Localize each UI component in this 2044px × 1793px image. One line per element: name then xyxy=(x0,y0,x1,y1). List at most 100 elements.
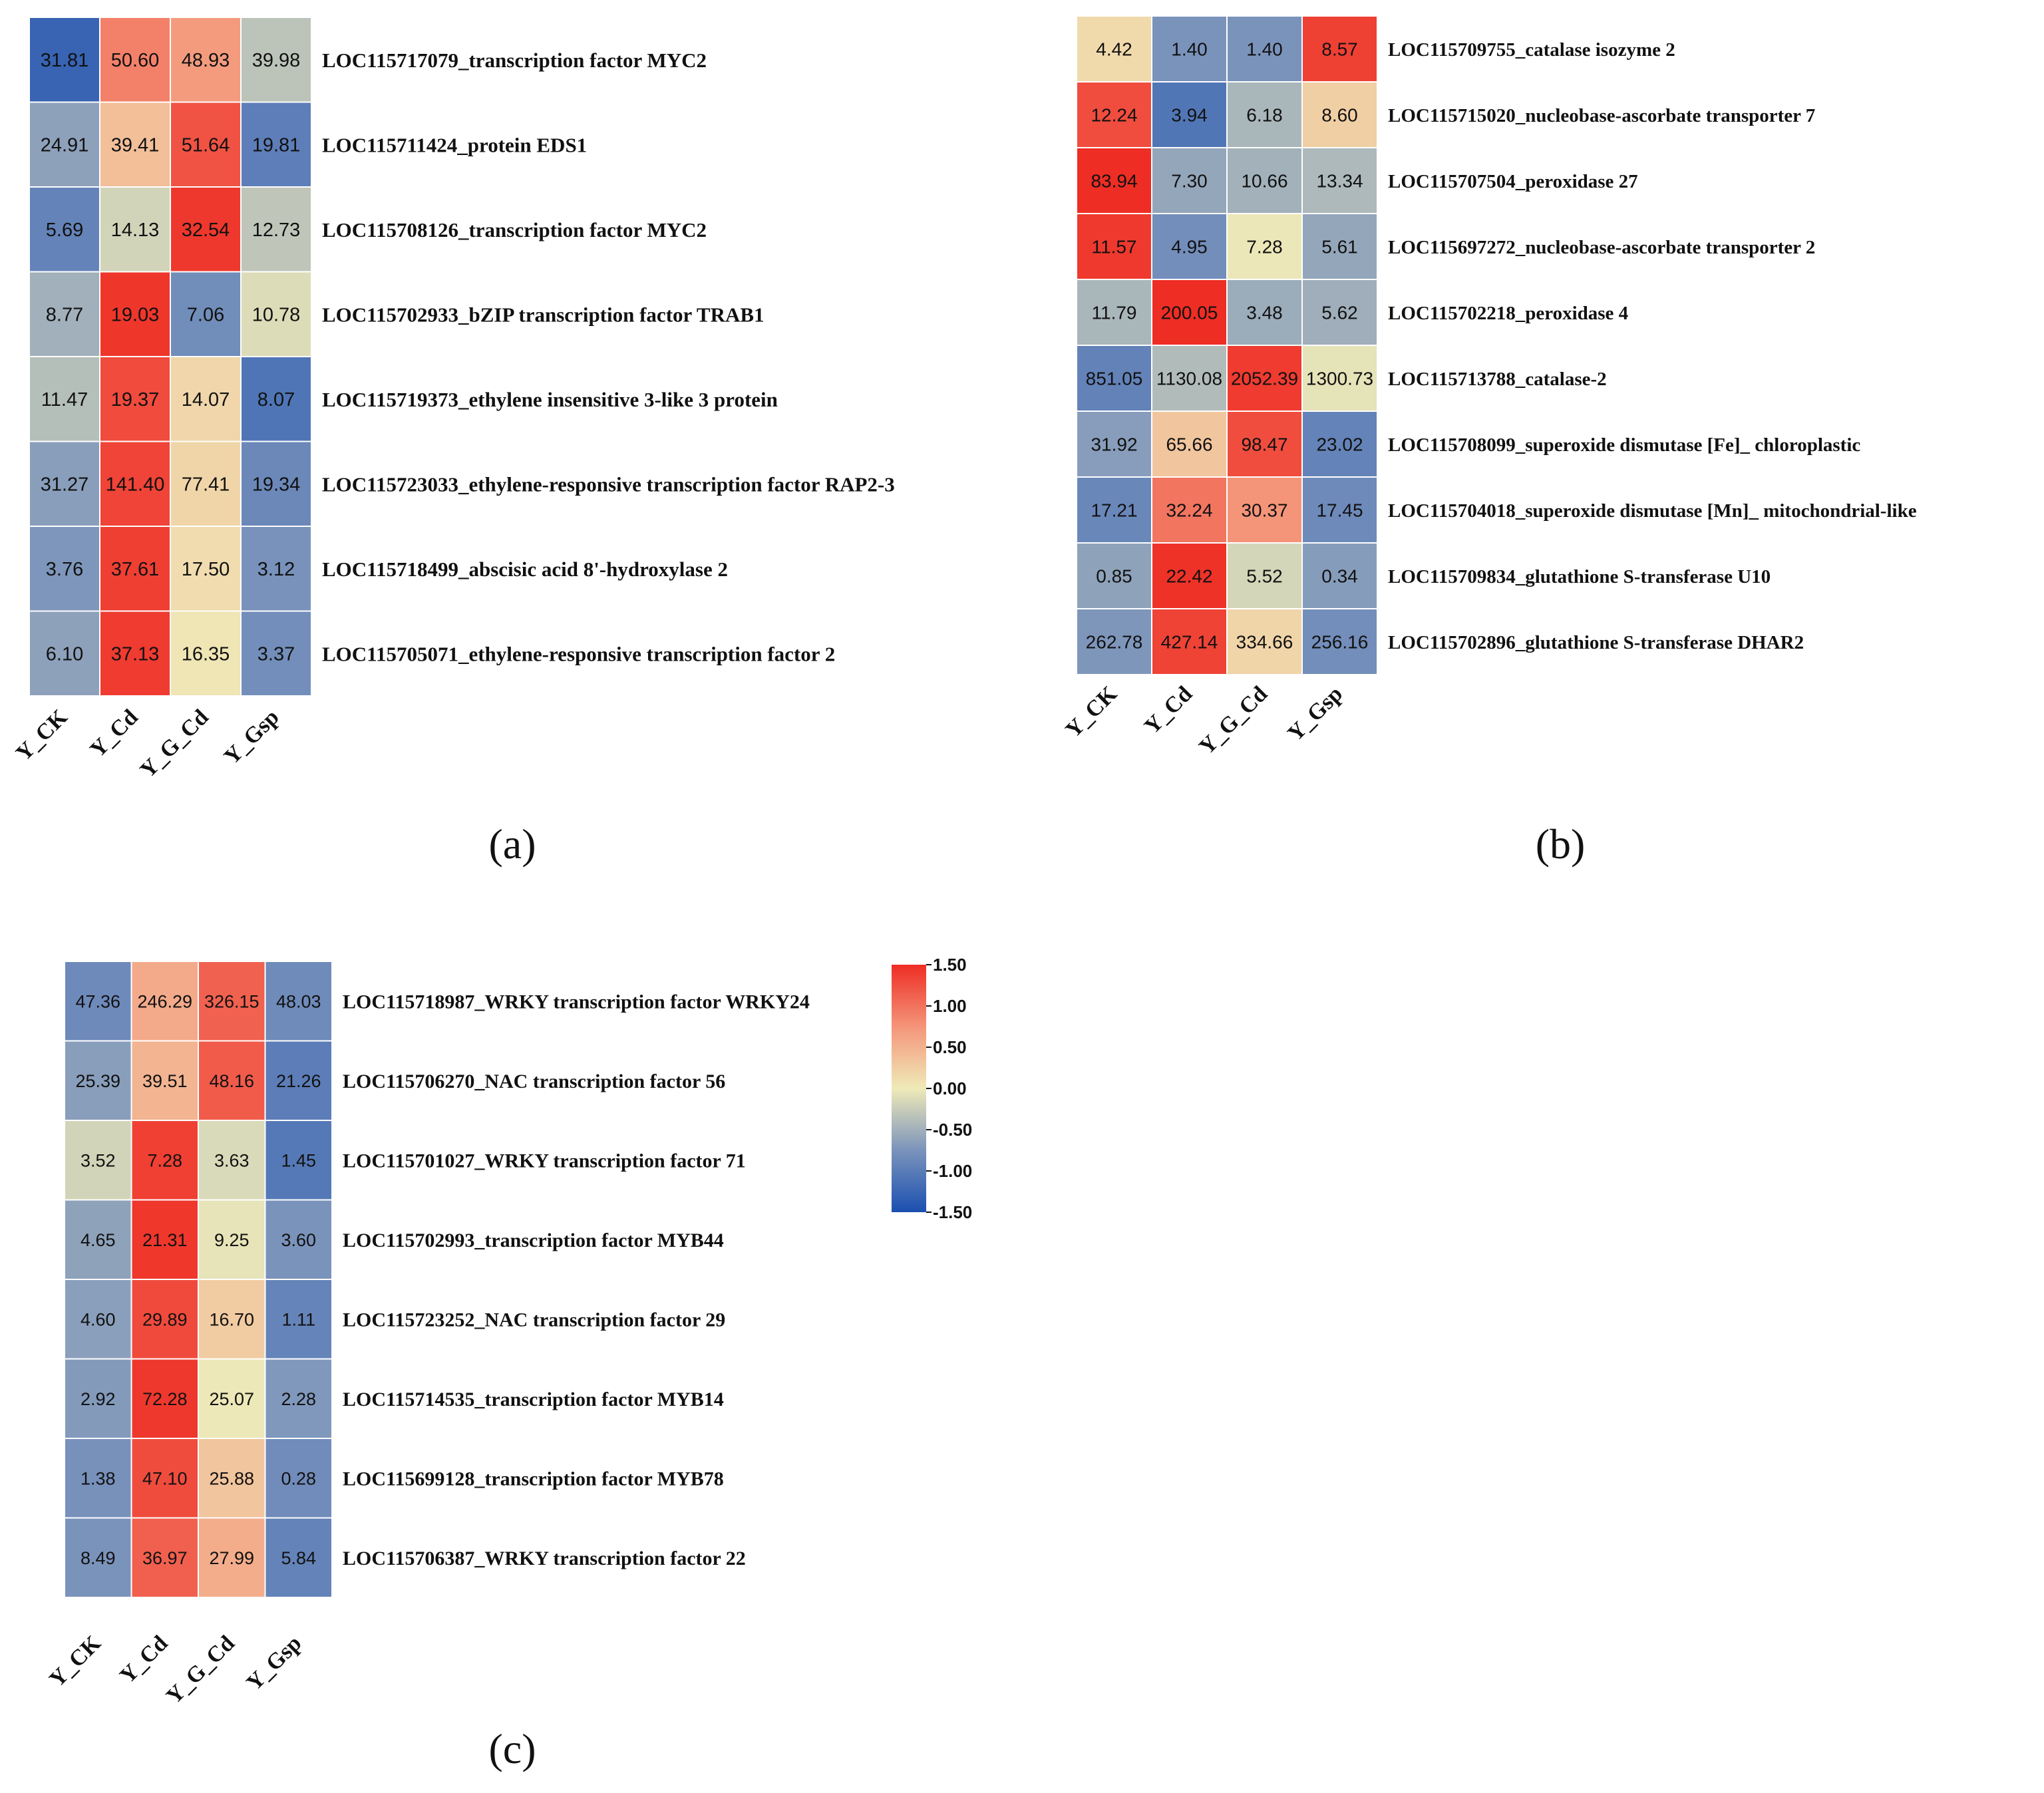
cell-value-label: 7.06 xyxy=(187,305,224,326)
heatmap-cell xyxy=(198,1040,266,1121)
heatmap-cell xyxy=(198,961,266,1042)
heatmap-cell xyxy=(1076,279,1152,346)
legend-tick-label: 0.50 xyxy=(933,1037,967,1057)
column-label: Y_G_Cd xyxy=(1194,681,1272,759)
cell-value-label: 39.98 xyxy=(252,50,301,71)
heatmap-cell xyxy=(130,1438,199,1519)
color-scale-legend: 1.50 1.00 0.50 0.00 -0.50 -1.00 -1.50 xyxy=(892,955,972,1222)
cell-value-label: 7.30 xyxy=(1171,171,1208,192)
heatmap-cell xyxy=(1226,542,1303,609)
heatmap-cell xyxy=(1301,81,1378,148)
cell-value-label: 9.25 xyxy=(214,1230,250,1250)
heatmap-cell xyxy=(264,1199,333,1280)
cell-value-label: 3.52 xyxy=(81,1150,116,1170)
cell-value-label: 25.39 xyxy=(75,1071,120,1091)
row-label: LOC115708126_transcription factor MYC2 xyxy=(322,218,707,242)
heatmap-cell xyxy=(130,1358,199,1439)
cell-value-label: 37.13 xyxy=(111,644,160,665)
panel-tag: (a) xyxy=(488,820,536,868)
cell-value-label: 1.40 xyxy=(1246,39,1283,60)
cell-value-label: 5.69 xyxy=(46,220,83,241)
heatmap-cell xyxy=(29,440,100,527)
cell-value-label: 8.49 xyxy=(81,1548,116,1568)
cell-value-label: 19.34 xyxy=(252,474,301,496)
heatmap-cell xyxy=(64,1120,132,1201)
cell-value-label: 98.47 xyxy=(1241,434,1287,455)
heatmap-cell xyxy=(130,1120,199,1201)
cell-value-label: 5.61 xyxy=(1321,237,1358,257)
heatmap-cell xyxy=(170,610,242,697)
heatmap-cell xyxy=(99,186,171,273)
cell-value-label: 3.37 xyxy=(257,644,295,665)
cell-value-label: 1300.73 xyxy=(1306,369,1373,389)
cell-value-label: 47.10 xyxy=(142,1468,188,1488)
column-label: Y_Cd xyxy=(115,1631,172,1688)
legend-tick-label: -1.50 xyxy=(933,1202,972,1222)
heatmap-cell xyxy=(1301,345,1378,412)
cell-value-label: 31.81 xyxy=(41,50,89,71)
cell-value-label: 27.99 xyxy=(209,1548,254,1568)
legend-tick-label: 0.00 xyxy=(933,1078,967,1098)
heatmap-cell xyxy=(1151,279,1228,346)
cell-value-label: 31.27 xyxy=(41,474,89,496)
row-label: LOC115718499_abscisic acid 8'-hydroxylas… xyxy=(322,558,728,581)
cell-value-label: 25.88 xyxy=(209,1468,254,1488)
cell-value-label: 11.47 xyxy=(41,389,88,410)
cell-value-label: 24.91 xyxy=(41,135,89,156)
cell-value-label: 3.76 xyxy=(46,559,83,580)
heatmap-cell xyxy=(240,186,312,273)
heatmap-cell xyxy=(264,1120,333,1201)
heatmap-panel-a: 31.81 50.60 48.93 39.98 24.91 39.41 51.64 19.81… xyxy=(11,17,895,868)
heatmap-cell xyxy=(1151,542,1228,609)
cell-value-label: 83.94 xyxy=(1091,171,1137,192)
cell-value-label: 2.28 xyxy=(281,1389,316,1409)
cell-value-label: 65.66 xyxy=(1166,434,1212,455)
cell-value-label: 19.03 xyxy=(111,305,160,326)
column-label: Y_G_Cd xyxy=(136,705,214,782)
heatmap-cell xyxy=(1151,608,1228,675)
heatmap-cell xyxy=(1226,345,1303,412)
cell-value-label: 37.61 xyxy=(111,559,160,580)
heatmap-cell xyxy=(99,356,171,442)
cell-value-label: 32.54 xyxy=(182,220,230,241)
heatmap-cell xyxy=(64,1438,132,1519)
cell-value-label: 3.12 xyxy=(257,559,295,580)
cell-value-label: 14.13 xyxy=(111,220,160,241)
row-label: LOC115702993_transcription factor MYB44 xyxy=(343,1229,724,1251)
cell-value-label: 32.24 xyxy=(1166,500,1212,521)
row-label: LOC115711424_protein EDS1 xyxy=(322,133,587,156)
cell-value-label: 29.89 xyxy=(142,1309,188,1329)
panel-tag: (c) xyxy=(488,1725,536,1772)
cell-value-label: 14.07 xyxy=(182,389,230,410)
column-label: Y_Cd xyxy=(85,705,142,762)
row-label: LOC115705071_ethylene-responsive transcr… xyxy=(322,642,835,665)
row-label: LOC115704018_superoxide dismutase [Mn]_ … xyxy=(1388,500,1917,522)
cell-value-label: 39.41 xyxy=(111,135,160,156)
cell-value-label: 256.16 xyxy=(1311,632,1369,653)
cell-value-label: 31.92 xyxy=(1091,434,1137,455)
row-label: LOC115713788_catalase-2 xyxy=(1388,369,1607,390)
row-label: LOC115699128_transcription factor MYB78 xyxy=(343,1468,724,1490)
cell-value-label: 851.05 xyxy=(1086,369,1143,389)
cell-value-label: 21.26 xyxy=(276,1071,321,1091)
heatmap-cell xyxy=(1301,279,1378,346)
cell-value-label: 11.57 xyxy=(1092,237,1137,257)
cell-value-label: 51.64 xyxy=(182,135,230,156)
cell-value-label: 12.24 xyxy=(1091,105,1137,126)
cell-value-label: 200.05 xyxy=(1161,303,1218,323)
row-label: LOC115702896_glutathione S-transferase D… xyxy=(1388,632,1804,653)
heatmap-cell xyxy=(1301,15,1378,82)
legend-tick-label: 1.50 xyxy=(933,955,967,975)
cell-value-label: 1.40 xyxy=(1171,39,1208,60)
cell-value-label: 17.45 xyxy=(1316,500,1363,521)
cell-value-label: 8.77 xyxy=(46,305,83,326)
heatmap-cell xyxy=(29,526,100,612)
cell-value-label: 4.42 xyxy=(1096,39,1132,60)
cell-value-label: 4.65 xyxy=(81,1230,116,1250)
heatmap-panel-c: 47.36 246.29 326.15 48.03 25.39 39.51 48.16 21.… xyxy=(45,961,810,1772)
heatmap-cell xyxy=(198,1517,266,1598)
heatmap-cell xyxy=(170,526,242,612)
cell-value-label: 1.11 xyxy=(281,1309,315,1329)
cell-value-label: 7.28 xyxy=(1246,237,1283,257)
heatmap-cell xyxy=(1226,213,1303,280)
